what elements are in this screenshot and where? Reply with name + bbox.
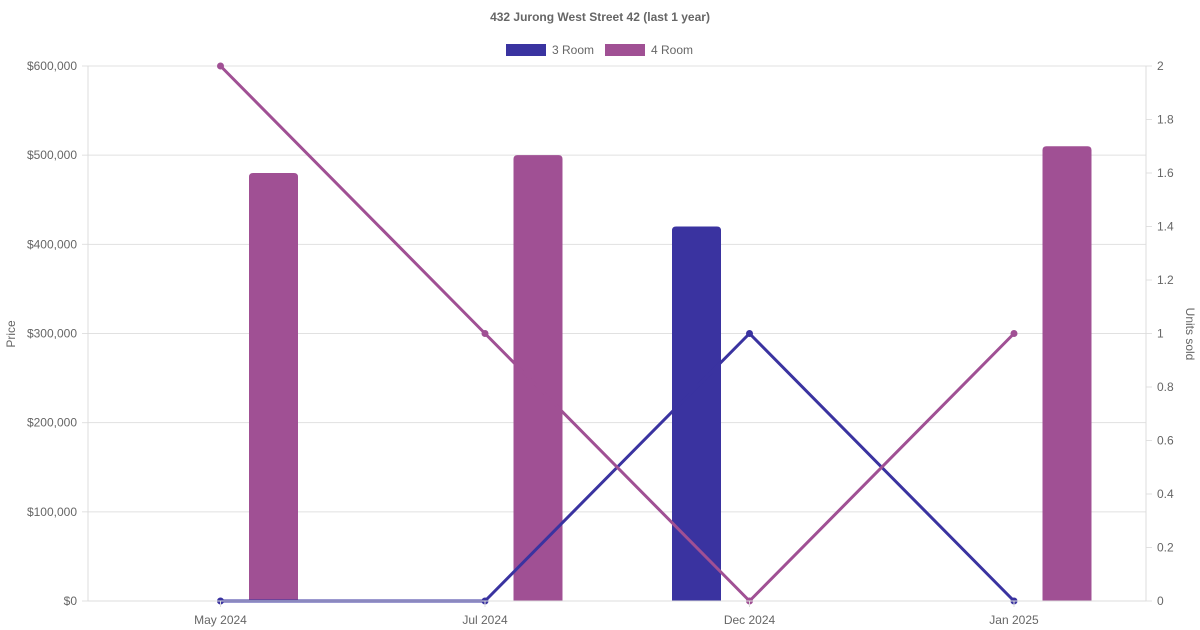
- price-bar: [672, 226, 721, 601]
- y-right-tick-label: 1: [1157, 327, 1164, 341]
- y-right-tick-label: 1.8: [1157, 113, 1174, 127]
- y-axis-left-title: Price: [4, 320, 18, 348]
- y-left-tick-label: $100,000: [27, 505, 77, 519]
- y-left-tick-label: $0: [64, 594, 78, 608]
- units-point: [1010, 330, 1018, 337]
- legend-swatch: [506, 44, 546, 56]
- price-bar: [513, 155, 563, 601]
- legend: 3 Room 4 Room: [506, 43, 693, 57]
- y-right-tick-label: 0: [1157, 594, 1164, 608]
- y-right-tick-label: 0.4: [1157, 487, 1174, 501]
- legend-label: 4 Room: [651, 43, 693, 57]
- x-tick-label: May 2024: [194, 613, 247, 627]
- y-right-tick-label: 1.2: [1157, 273, 1174, 287]
- chart-title: 432 Jurong West Street 42 (last 1 year): [490, 10, 710, 24]
- y-axis-right-title: Units sold: [1183, 308, 1197, 361]
- price-bars: [249, 146, 1092, 601]
- y-left-tick-label: $400,000: [27, 237, 77, 251]
- y-right-tick-label: 0.2: [1157, 541, 1174, 555]
- y-left-tick-label: $500,000: [27, 148, 77, 162]
- price-bar: [249, 173, 298, 601]
- y-right-tick-label: 0.6: [1157, 434, 1174, 448]
- price-bar: [1042, 146, 1092, 601]
- y-left-tick-label: $300,000: [27, 327, 77, 341]
- units-point: [481, 330, 489, 337]
- axes: $0 $100,000 $200,000 $300,000 $400,000 $500,0…: [27, 59, 1174, 627]
- legend-label: 3 Room: [552, 43, 594, 57]
- y-right-tick-label: 0.8: [1157, 380, 1174, 394]
- y-right-tick-label: 1.4: [1157, 220, 1174, 234]
- y-left-tick-label: $200,000: [27, 416, 77, 430]
- units-line: [219, 64, 1016, 603]
- grid-lines: [88, 65, 1146, 602]
- legend-swatch: [605, 44, 645, 56]
- x-tick-label: Dec 2024: [724, 613, 776, 627]
- y-right-tick-label: 2: [1157, 59, 1164, 73]
- y-left-tick-label: $600,000: [27, 59, 77, 73]
- x-tick-label: Jul 2024: [462, 613, 508, 627]
- y-right-tick-label: 1.6: [1157, 166, 1174, 180]
- units-point: [746, 330, 753, 337]
- x-tick-label: Jan 2025: [989, 613, 1039, 627]
- units-point: [217, 62, 224, 70]
